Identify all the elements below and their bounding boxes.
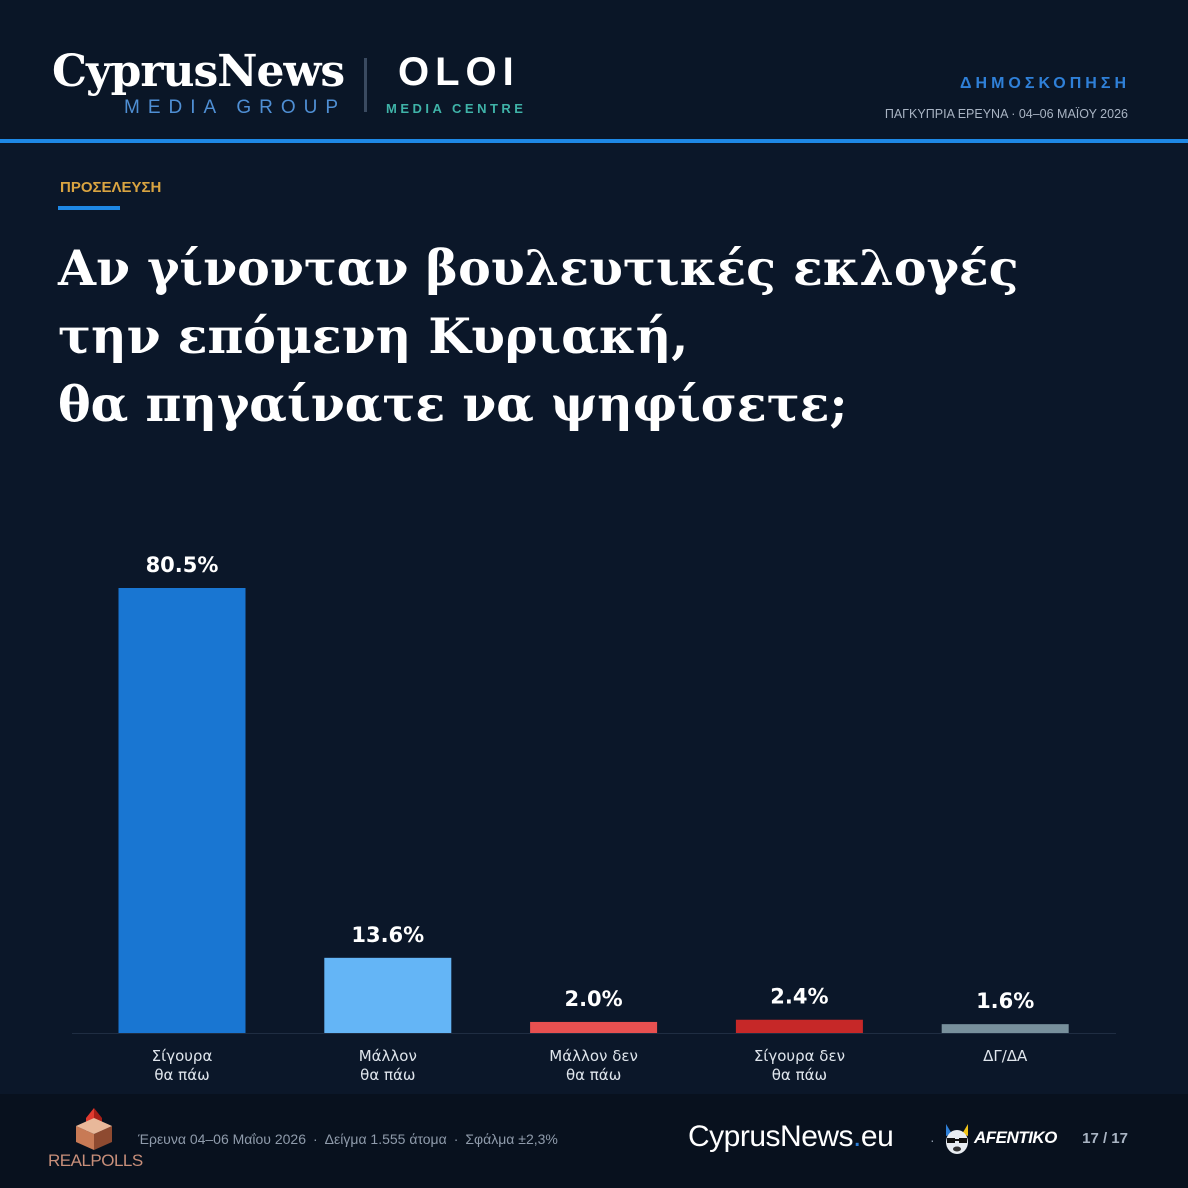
section-label: ΔΗΜΟΣΚΟΠΗΣΗ xyxy=(960,75,1130,92)
footer xyxy=(0,1094,1188,1188)
survey-sample: Δείγμα 1.555 άτομα xyxy=(324,1131,447,1147)
category-label-1-line-2: θα πάω xyxy=(154,1066,209,1084)
category-label-4-line-1: Σίγουρα δεν xyxy=(754,1047,845,1065)
category-label-2-line-2: θα πάω xyxy=(360,1066,415,1084)
category-label-3-line-1: Μάλλον δεν xyxy=(549,1047,638,1065)
site-name: CyprusNews xyxy=(688,1120,854,1153)
survey-date: ΠΑΓΚΥΠΡΙΑ ΕΡΕΥΝΑ · 04–06 ΜΑΪΟΥ 2026 xyxy=(884,107,1128,121)
realpolls-logo-icon xyxy=(76,1108,112,1150)
value-label-2: 13.6% xyxy=(351,923,424,947)
oloi-logo: OLOI xyxy=(398,50,520,94)
cyprusnews-logo: CyprusNews xyxy=(52,46,345,97)
header xyxy=(0,0,1188,140)
bar-5 xyxy=(941,1024,1069,1033)
title-line-1: Αν γίνονταν βουλευτικές εκλογές xyxy=(58,239,1019,297)
logo-divider xyxy=(364,58,367,112)
site-link[interactable]: CyprusNews.eu xyxy=(688,1120,894,1153)
survey-dates: Έρευνα 04–06 Μαΐου 2026 xyxy=(138,1131,306,1147)
afentiko-logo: AFENTIKO xyxy=(974,1128,1057,1147)
category-label-1-line-1: Σίγουρα xyxy=(152,1047,213,1065)
category-label-3-line-2: θα πάω xyxy=(566,1066,621,1084)
media-group-label: MEDIA GROUP xyxy=(124,97,347,118)
page-title: Αν γίνονταν βουλευτικές εκλογές την επόμ… xyxy=(58,234,1118,438)
value-label-4: 2.4% xyxy=(770,985,828,1009)
title-line-2: την επόμενη Κυριακή, xyxy=(58,307,689,365)
footer-separator: · xyxy=(930,1132,935,1148)
bar-3 xyxy=(530,1021,658,1033)
category-label-4-line-2: θα πάω xyxy=(772,1066,827,1084)
category-label-2-line-1: Μάλλον xyxy=(359,1047,417,1065)
afentiko-mascot-icon xyxy=(946,1124,968,1154)
value-label-5: 1.6% xyxy=(976,989,1034,1013)
realpolls-wordmark: REALPOLLS xyxy=(48,1151,143,1170)
kicker: ΠΡΟΣΕΛΕΥΣΗ xyxy=(60,179,162,196)
header-rule xyxy=(0,139,1188,143)
kicker-underline xyxy=(58,206,120,210)
media-centre-label: MEDIA CENTRE xyxy=(386,101,527,116)
bar-2 xyxy=(324,957,452,1033)
bar-4 xyxy=(735,1019,863,1033)
title-line-3: θα πηγαίνατε να ψηφίσετε; xyxy=(58,375,848,433)
site-tld: eu xyxy=(860,1120,894,1153)
category-label-5-line-1: ΔΓ/ΔΑ xyxy=(983,1047,1028,1065)
survey-info: Έρευνα 04–06 Μαΐου 2026 · Δείγμα 1.555 άτο… xyxy=(138,1131,558,1147)
value-label-1: 80.5% xyxy=(146,553,219,577)
survey-error: Σφάλμα ±2,3% xyxy=(465,1131,558,1147)
page-number: 17 / 17 xyxy=(1082,1130,1128,1147)
value-label-3: 2.0% xyxy=(564,987,622,1011)
bar-1 xyxy=(118,588,246,1033)
